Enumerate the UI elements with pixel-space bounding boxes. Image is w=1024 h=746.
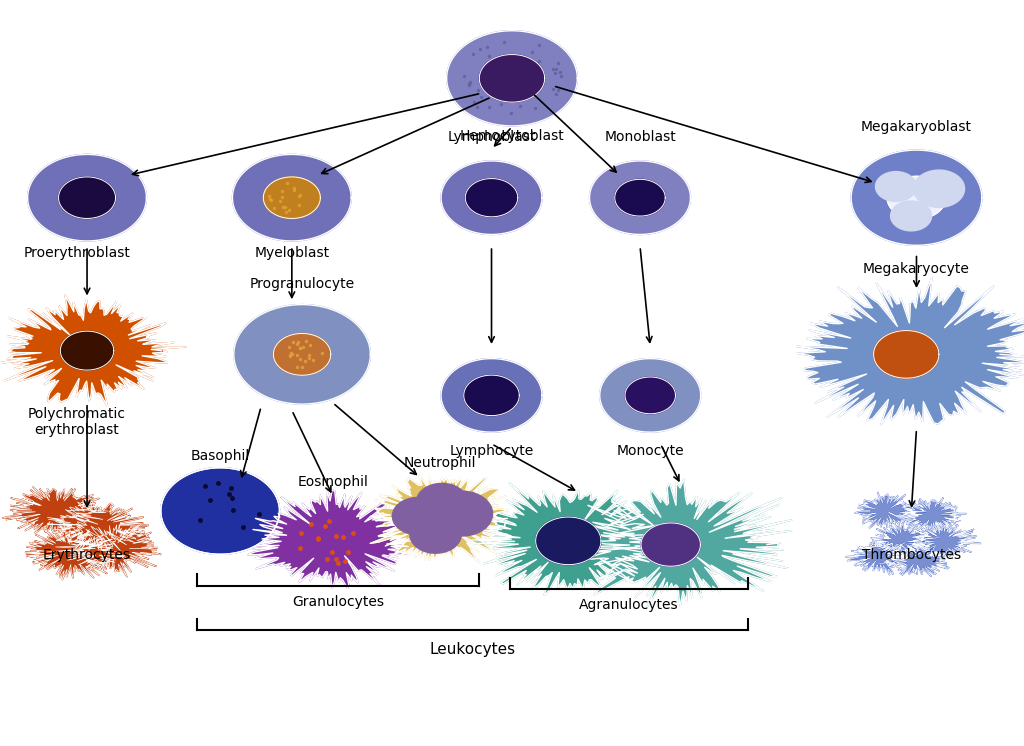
Polygon shape [417, 483, 468, 521]
Polygon shape [47, 501, 148, 551]
Polygon shape [901, 498, 967, 531]
Text: Progranulocyte: Progranulocyte [250, 277, 354, 291]
Polygon shape [446, 31, 578, 126]
Polygon shape [536, 517, 601, 565]
Polygon shape [891, 201, 932, 231]
Polygon shape [867, 523, 939, 560]
Text: Hemocytoblast: Hemocytoblast [460, 129, 564, 143]
Polygon shape [58, 177, 116, 219]
Polygon shape [2, 486, 108, 534]
Polygon shape [28, 154, 146, 241]
Polygon shape [247, 489, 412, 589]
Text: Eosinophil: Eosinophil [297, 474, 369, 489]
Polygon shape [625, 377, 676, 414]
Polygon shape [431, 491, 493, 536]
Text: Erythrocytes: Erythrocytes [43, 548, 131, 562]
Polygon shape [370, 474, 511, 563]
Polygon shape [796, 278, 1024, 425]
Text: Monocyte: Monocyte [616, 444, 684, 458]
Polygon shape [614, 179, 666, 216]
Text: Lymphocyte: Lymphocyte [450, 444, 534, 458]
Polygon shape [641, 523, 700, 566]
Polygon shape [441, 161, 542, 234]
Text: Monoblast: Monoblast [604, 130, 676, 144]
Text: Agranulocytes: Agranulocytes [579, 598, 679, 612]
Text: Proerythroblast: Proerythroblast [24, 246, 130, 260]
Polygon shape [851, 150, 982, 245]
Polygon shape [479, 54, 545, 102]
Polygon shape [880, 542, 949, 577]
Polygon shape [873, 330, 939, 378]
Text: Thrombocytes: Thrombocytes [862, 548, 961, 562]
Polygon shape [887, 176, 946, 219]
Polygon shape [913, 170, 965, 207]
Text: Lymphoblast: Lymphoblast [447, 130, 536, 144]
Text: Basophil: Basophil [190, 448, 250, 463]
Polygon shape [60, 331, 114, 370]
Text: Neutrophil: Neutrophil [404, 456, 476, 470]
Polygon shape [392, 498, 443, 535]
Polygon shape [855, 492, 927, 528]
Polygon shape [232, 154, 351, 241]
Polygon shape [600, 359, 700, 432]
Polygon shape [907, 521, 981, 561]
Polygon shape [0, 295, 186, 407]
Polygon shape [47, 524, 161, 577]
Polygon shape [161, 468, 280, 554]
Polygon shape [876, 172, 916, 201]
Polygon shape [472, 482, 660, 595]
Text: Granulocytes: Granulocytes [292, 595, 384, 609]
Text: Polychromatic
erythroblast: Polychromatic erythroblast [28, 407, 126, 436]
Polygon shape [25, 527, 126, 580]
Text: Megakaryoblast: Megakaryoblast [861, 120, 972, 134]
Text: Megakaryocyte: Megakaryocyte [863, 262, 970, 276]
Polygon shape [441, 359, 542, 432]
Polygon shape [464, 375, 519, 416]
Polygon shape [273, 333, 331, 375]
Polygon shape [233, 304, 371, 404]
Polygon shape [410, 516, 461, 554]
Polygon shape [465, 178, 518, 217]
Polygon shape [845, 538, 908, 575]
Text: Myeloblast: Myeloblast [254, 246, 330, 260]
Polygon shape [578, 479, 793, 607]
Polygon shape [263, 177, 321, 219]
Text: Leukocytes: Leukocytes [429, 642, 515, 656]
Polygon shape [590, 161, 690, 234]
